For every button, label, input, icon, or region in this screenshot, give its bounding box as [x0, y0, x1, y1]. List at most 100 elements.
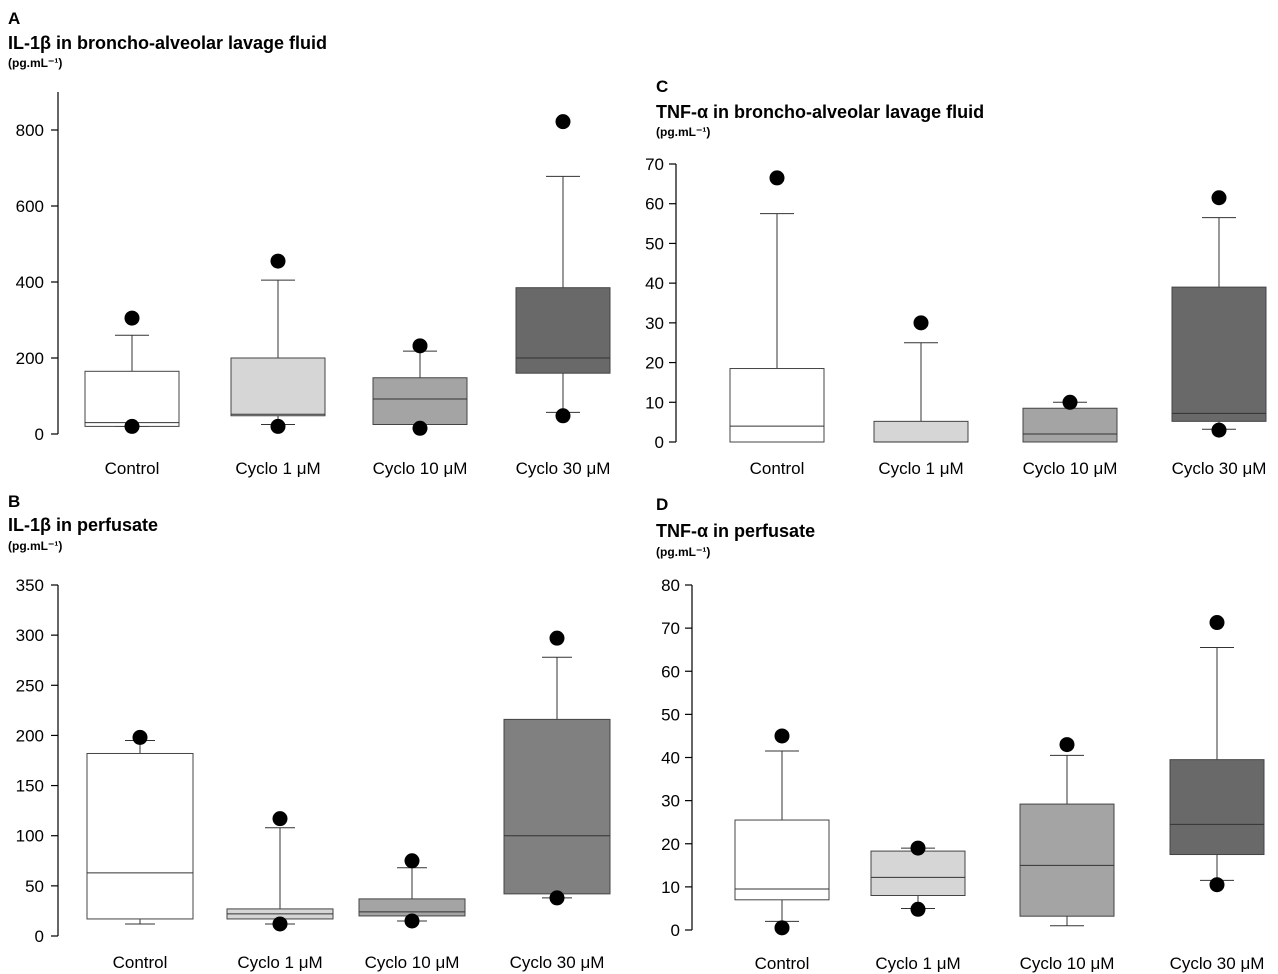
panel-c-y-tick-label: 50 — [645, 234, 664, 253]
panel-b-chart: B IL-1β in perfusate (pg.mL⁻¹) 0 50 100 150… — [8, 492, 611, 972]
panel-c-category-label: Cyclo 1 μM — [878, 459, 963, 478]
panel-d-y-tick-label: 50 — [661, 705, 680, 724]
panel-a-box-3 — [372, 338, 468, 436]
outlier-point — [270, 253, 286, 269]
panel-b-title: IL-1β in perfusate — [8, 515, 158, 535]
panel-c-category-label: Control — [750, 459, 805, 478]
panel-b-box-3 — [358, 853, 466, 929]
outlier-point — [1062, 394, 1078, 410]
panel-b-plot: 0 50 100 150 200 250 300 350 Control Cyclo 1 μM Cy… — [16, 576, 611, 972]
outlier-point — [1059, 737, 1075, 753]
panel-d-y-tick-label: 10 — [661, 878, 680, 897]
panel-b-y-tick-label: 150 — [16, 777, 44, 796]
outlier-point — [549, 630, 565, 646]
panel-d-box-2 — [870, 840, 966, 917]
panel-c-label: C — [656, 77, 668, 96]
outlier-point — [1209, 615, 1225, 631]
panel-a-label: A — [8, 9, 20, 28]
box-iqr — [230, 357, 326, 417]
box-iqr — [1019, 803, 1115, 917]
outlier-point — [774, 920, 790, 936]
panel-d-unit: (pg.mL⁻¹) — [656, 545, 710, 559]
panel-b-category-label: Control — [113, 953, 168, 972]
panel-a-plot: 0 200 400 600 800 Control Cyclo 1 μM Cyclo 10 μ… — [16, 92, 611, 478]
panel-d-box-3 — [1019, 737, 1115, 927]
box-iqr — [84, 370, 180, 427]
panel-d-y-tick-label: 70 — [661, 619, 680, 638]
box-iqr — [734, 819, 830, 901]
panel-b-category-label: Cyclo 1 μM — [237, 953, 322, 972]
outlier-point — [270, 418, 286, 434]
box-iqr — [873, 420, 969, 443]
panel-a-box-2 — [230, 253, 326, 434]
panel-b-label: B — [8, 492, 20, 511]
panel-b-y-tick-label: 250 — [16, 676, 44, 695]
panel-c-y-tick-label: 70 — [645, 155, 664, 174]
box-iqr — [358, 898, 466, 917]
panel-d-label: D — [656, 495, 668, 514]
panel-d-chart: D TNF-α in perfusate (pg.mL⁻¹) 0 10 20 30 40… — [656, 495, 1265, 973]
outlier-point — [1211, 422, 1227, 438]
outlier-point — [1211, 190, 1227, 206]
outlier-point — [404, 853, 420, 869]
panel-a-title: IL-1β in broncho-alveolar lavage fluid — [8, 33, 327, 53]
panel-b-y-tick-label: 200 — [16, 726, 44, 745]
panel-a-y-tick-label: 0 — [35, 425, 44, 444]
panel-c-y-tick-label: 40 — [645, 274, 664, 293]
panel-d-plot: 0 10 20 30 40 50 60 70 80 Control Cyclo 1 μM Cyclo … — [661, 576, 1265, 973]
panel-a-y-tick-label: 600 — [16, 197, 44, 216]
panel-b-y-tick-label: 0 — [35, 927, 44, 946]
panel-b-y-tick-label: 100 — [16, 827, 44, 846]
panel-a-unit: (pg.mL⁻¹) — [8, 56, 62, 70]
outlier-point — [412, 338, 428, 354]
box-iqr — [1022, 407, 1118, 443]
panel-d-box-4 — [1169, 615, 1265, 893]
panel-a-category-label: Cyclo 30 μM — [516, 459, 611, 478]
outlier-point — [404, 913, 420, 929]
panel-c-y-tick-label: 30 — [645, 314, 664, 333]
box-iqr — [1169, 759, 1265, 856]
outlier-point — [555, 114, 571, 130]
panel-b-category-label: Cyclo 30 μM — [510, 953, 605, 972]
panel-b-box-4 — [503, 630, 611, 906]
outlier-point — [124, 418, 140, 434]
panel-d-category-label: Cyclo 10 μM — [1020, 954, 1115, 973]
outlier-point — [913, 315, 929, 331]
panel-a-y-tick-label: 400 — [16, 273, 44, 292]
box-iqr — [372, 377, 468, 426]
panel-d-category-label: Control — [755, 954, 810, 973]
panel-b-category-label: Cyclo 10 μM — [365, 953, 460, 972]
panel-d-category-label: Cyclo 1 μM — [875, 954, 960, 973]
outlier-point — [412, 420, 428, 436]
panel-c-box-3 — [1022, 394, 1118, 443]
outlier-point — [272, 916, 288, 932]
panel-a-box-4 — [515, 114, 611, 424]
panel-b-box-2 — [226, 811, 334, 932]
panel-d-y-tick-label: 0 — [671, 921, 680, 940]
panel-d-y-tick-label: 20 — [661, 835, 680, 854]
panel-d-y-tick-label: 40 — [661, 749, 680, 768]
outlier-point — [1209, 877, 1225, 893]
panel-d-title: TNF-α in perfusate — [656, 521, 815, 541]
panel-c-category-label: Cyclo 30 μM — [1172, 459, 1267, 478]
box-iqr — [870, 850, 966, 896]
panel-d-y-tick-label: 80 — [661, 576, 680, 595]
panel-d-box-1 — [734, 728, 830, 936]
panel-c-y-tick-label: 10 — [645, 393, 664, 412]
panel-c-y-tick-label: 60 — [645, 195, 664, 214]
panel-c-y-tick-label: 0 — [655, 433, 664, 452]
panel-c-title: TNF-α in broncho-alveolar lavage fluid — [656, 102, 984, 122]
panel-a-y-tick-label: 200 — [16, 349, 44, 368]
outlier-point — [124, 310, 140, 326]
panel-b-y-tick-label: 350 — [16, 576, 44, 595]
outlier-point — [769, 170, 785, 186]
outlier-point — [555, 408, 571, 424]
panel-d-y-tick-label: 30 — [661, 792, 680, 811]
panel-c-box-1 — [729, 170, 825, 443]
panel-b-y-tick-label: 300 — [16, 626, 44, 645]
panel-d-category-label: Cyclo 30 μM — [1170, 954, 1265, 973]
box-iqr — [503, 718, 611, 895]
outlier-point — [132, 729, 148, 745]
outlier-point — [774, 728, 790, 744]
panel-c-box-4 — [1171, 190, 1267, 438]
